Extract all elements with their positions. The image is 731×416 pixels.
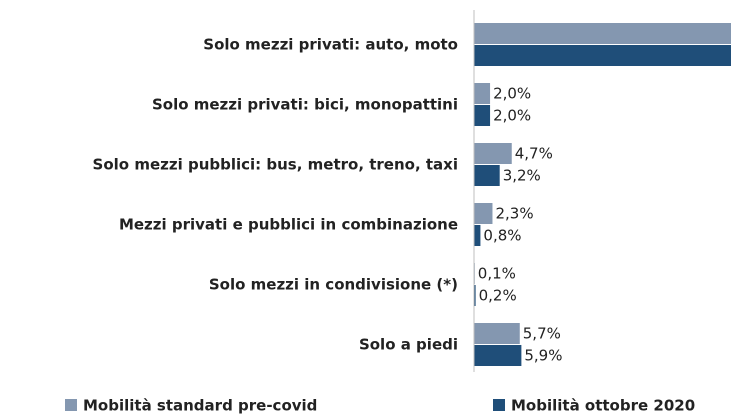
bar (474, 165, 500, 186)
bar (474, 323, 520, 344)
value-label: 2,0% (493, 107, 531, 125)
bar (474, 45, 731, 66)
value-label: 0,2% (479, 287, 517, 305)
legend-label: Mobilità ottobre 2020 (511, 397, 695, 415)
value-label: 2,3% (495, 205, 533, 223)
bar (474, 143, 512, 164)
value-label: 0,1% (478, 265, 516, 283)
bar (474, 285, 476, 306)
category-label: Solo a piedi (359, 336, 458, 354)
bar (474, 203, 493, 224)
category-label: Solo mezzi in condivisione (*) (209, 276, 458, 294)
category-label: Solo mezzi privati: auto, moto (203, 36, 458, 54)
legend-swatch (65, 399, 77, 411)
value-label: 5,7% (523, 325, 561, 343)
bar (474, 83, 491, 104)
value-label: 3,2% (503, 167, 541, 185)
bar (474, 225, 481, 246)
category-label: Mezzi privati e pubblici in combinazione (119, 216, 458, 234)
value-label: 0,8% (483, 227, 521, 245)
value-label: 4,7% (515, 145, 553, 163)
bar (474, 345, 522, 366)
bar (474, 105, 491, 126)
value-label: 5,9% (524, 347, 562, 365)
value-label: 2,0% (493, 85, 531, 103)
category-label: Solo mezzi privati: bici, monopattini (152, 96, 458, 114)
legend-label: Mobilità standard pre-covid (83, 397, 317, 415)
legend-swatch (493, 399, 505, 411)
category-label: Solo mezzi pubblici: bus, metro, treno, … (93, 156, 458, 174)
bar (474, 23, 731, 44)
